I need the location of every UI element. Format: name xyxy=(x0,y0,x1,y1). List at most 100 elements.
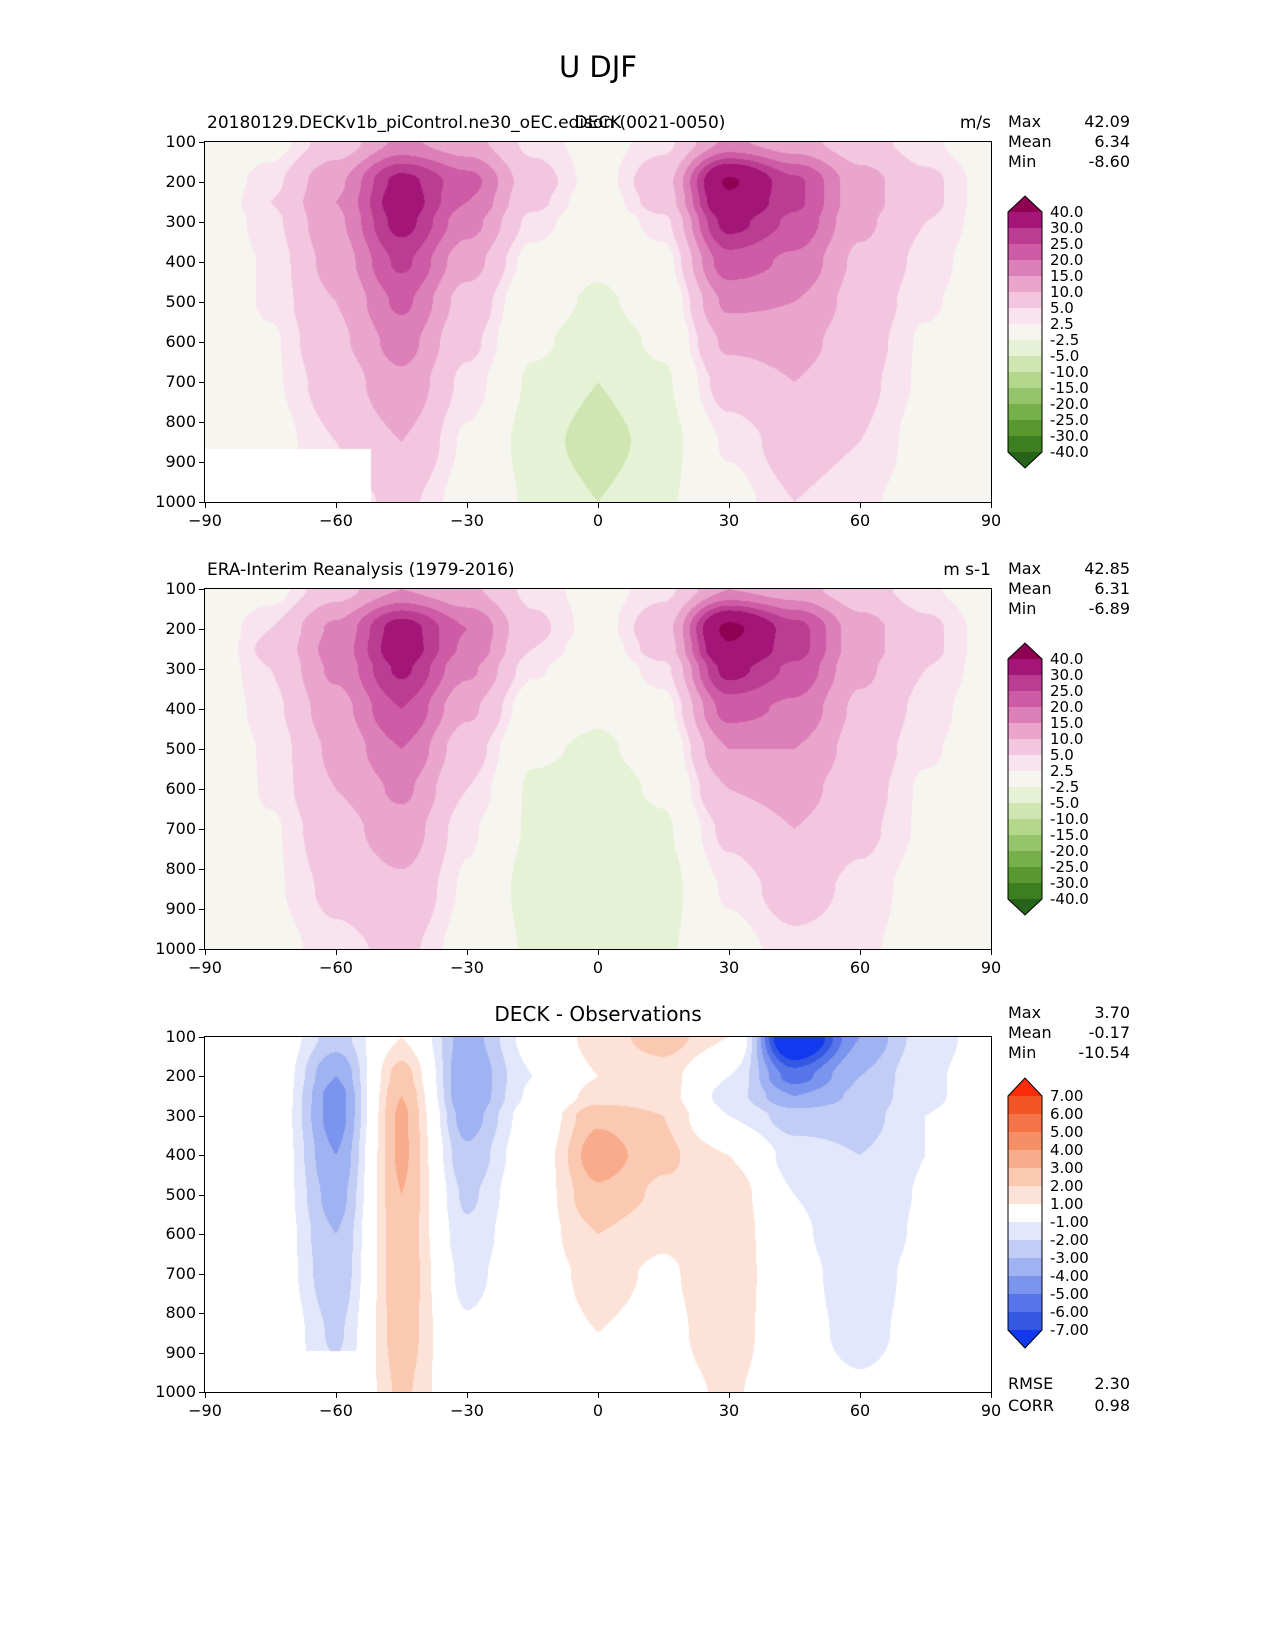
colorbar-tick-label: 10.0 xyxy=(1050,283,1083,301)
stat-label: Min xyxy=(1008,1043,1037,1062)
x-tick-label: −90 xyxy=(188,1401,222,1420)
y-tick xyxy=(199,462,205,463)
colorbar-tick-label: -10.0 xyxy=(1050,810,1089,828)
colorbar-tick-label: 10.0 xyxy=(1050,730,1083,748)
stat-value: 6.31 xyxy=(1094,579,1130,598)
y-tick xyxy=(199,302,205,303)
y-tick-label: 600 xyxy=(165,779,196,798)
x-tick-label: 90 xyxy=(980,958,1002,977)
colorbar-tick-label: 2.00 xyxy=(1050,1177,1083,1195)
deck-contour-canvas xyxy=(205,142,991,502)
colorbar-tick-label: -7.00 xyxy=(1050,1321,1089,1339)
y-tick xyxy=(199,1392,205,1393)
colorbar-segment xyxy=(1008,340,1042,357)
panel-diff-stat-mean: Mean -0.17 xyxy=(1008,1023,1130,1043)
y-tick xyxy=(199,709,205,710)
x-tick xyxy=(991,949,992,955)
colorbar-segment xyxy=(1008,707,1042,724)
colorbar-tick-label: -15.0 xyxy=(1050,826,1089,844)
x-tick xyxy=(860,949,861,955)
y-tick xyxy=(199,382,205,383)
colorbar-segment xyxy=(1008,1204,1042,1223)
figure-title: U DJF xyxy=(558,50,637,84)
colorbar-segment xyxy=(1008,835,1042,852)
x-tick xyxy=(860,1392,861,1398)
y-tick-label: 500 xyxy=(165,739,196,758)
colorbar-tick-label: 20.0 xyxy=(1050,698,1083,716)
colorbar-segment xyxy=(1008,1150,1042,1169)
colorbar-segment xyxy=(1008,851,1042,868)
y-tick-label: 700 xyxy=(165,372,196,391)
colorbar-segment xyxy=(1008,308,1042,325)
x-tick xyxy=(729,502,730,508)
y-tick-label: 1000 xyxy=(155,939,196,958)
colorbar-arrow-up xyxy=(1008,1078,1042,1096)
colorbar-tick-label: 4.00 xyxy=(1050,1141,1083,1159)
colorbar-segment xyxy=(1008,1096,1042,1115)
x-tick xyxy=(991,502,992,508)
colorbar-segment xyxy=(1008,1276,1042,1295)
colorbar-segment xyxy=(1008,324,1042,341)
colorbar-tick-label: 2.5 xyxy=(1050,762,1074,780)
panel-era-stat-mean: Mean 6.31 xyxy=(1008,579,1130,599)
colorbar-segment xyxy=(1008,1114,1042,1133)
y-tick xyxy=(199,1155,205,1157)
x-tick-label: 0 xyxy=(592,511,604,530)
x-tick xyxy=(860,502,861,508)
colorbar-segment xyxy=(1008,1132,1042,1151)
colorbar-segment xyxy=(1008,691,1042,708)
stat-value: 42.85 xyxy=(1084,559,1130,578)
colorbar-tick-label: -4.00 xyxy=(1050,1267,1089,1285)
colorbar-segment xyxy=(1008,244,1042,261)
panel-deck-units: m/s xyxy=(959,113,991,133)
y-tick-label: 300 xyxy=(165,1105,196,1125)
x-tick-label: 30 xyxy=(718,1401,740,1420)
y-tick xyxy=(199,422,205,423)
colorbar-tick-label: -40.0 xyxy=(1050,443,1089,461)
y-tick xyxy=(199,222,205,223)
colorbar-segment xyxy=(1008,276,1042,293)
colorbar-tick-label: -3.00 xyxy=(1050,1249,1089,1267)
x-tick xyxy=(729,949,730,955)
colorbar-arrow-down xyxy=(1008,1330,1042,1348)
y-tick-label: 200 xyxy=(165,1066,196,1086)
colorbar-outline xyxy=(1007,642,1043,916)
y-tick xyxy=(199,789,205,790)
stat-value: 42.09 xyxy=(1084,112,1130,131)
stat-value: 6.34 xyxy=(1094,132,1130,151)
stat-label: Min xyxy=(1008,599,1037,618)
colorbar-tick-label: 2.5 xyxy=(1050,315,1074,333)
y-tick xyxy=(199,502,205,503)
colorbar-segment xyxy=(1008,1294,1042,1313)
colorbar-tick-label: -10.0 xyxy=(1050,363,1089,381)
colorbar-tick-label: -5.0 xyxy=(1050,347,1079,365)
panel-diff-title: DECK - Observations xyxy=(494,1002,702,1026)
y-tick xyxy=(199,1194,205,1196)
y-tick-label: 900 xyxy=(165,452,196,471)
y-tick xyxy=(199,1352,205,1354)
stat-label: Max xyxy=(1008,559,1042,578)
colorbar-tick-label: 7.00 xyxy=(1050,1087,1083,1105)
colorbar-tick-label: -20.0 xyxy=(1050,842,1089,860)
x-tick xyxy=(205,949,206,955)
colorbar-tick-label: 40.0 xyxy=(1050,650,1083,668)
panel-era-stat-min: Min -6.89 xyxy=(1008,599,1130,619)
y-tick xyxy=(199,629,205,630)
y-tick xyxy=(199,869,205,870)
colorbar-segment xyxy=(1008,228,1042,245)
y-tick xyxy=(199,1313,205,1315)
colorbar-tick-label: -20.0 xyxy=(1050,395,1089,413)
x-tick xyxy=(205,1392,206,1398)
colorbar-segment xyxy=(1008,883,1042,900)
y-tick xyxy=(199,589,205,590)
colorbar-tick-label: 30.0 xyxy=(1050,219,1083,237)
colorbar-outline xyxy=(1007,1077,1043,1349)
colorbar-segment xyxy=(1008,723,1042,740)
colorbar-tick-label: 15.0 xyxy=(1050,267,1083,285)
y-tick xyxy=(199,142,205,143)
stat-value: 2.30 xyxy=(1094,1374,1130,1393)
colorbar-tick-label: 40.0 xyxy=(1050,203,1083,221)
stat-value: -8.60 xyxy=(1088,152,1130,171)
colorbar-segment xyxy=(1008,1312,1042,1331)
x-tick-label: 60 xyxy=(849,958,871,977)
